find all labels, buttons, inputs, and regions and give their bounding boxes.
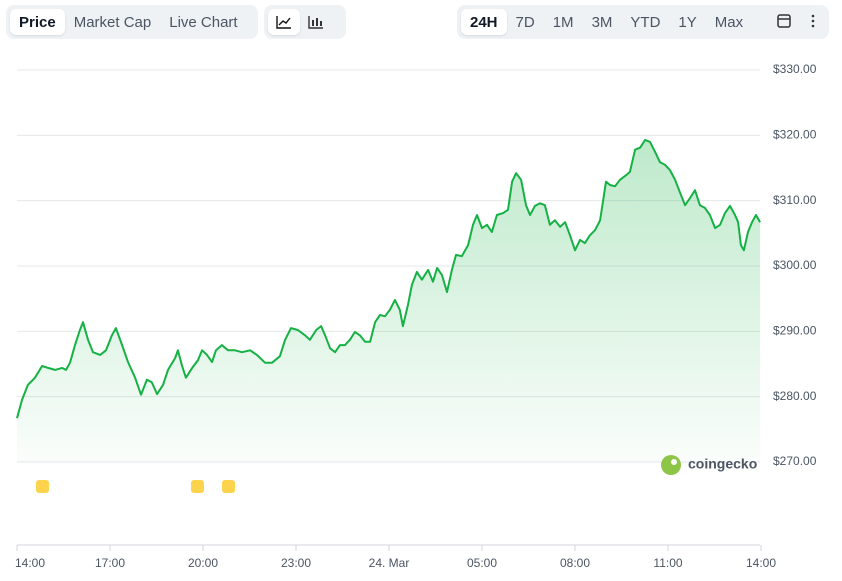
x-tick-label: 14:00: [15, 556, 45, 570]
x-tick-label: 23:00: [281, 556, 311, 570]
candle-view-button[interactable]: [300, 9, 332, 35]
event-marker[interactable]: [191, 480, 204, 493]
range-button[interactable]: YTD: [630, 13, 661, 31]
y-tick-label: $290.00: [773, 324, 817, 338]
range-button[interactable]: 1Y: [678, 13, 697, 31]
event-marker[interactable]: [36, 480, 49, 493]
logo-icon: [661, 455, 681, 475]
tab-button[interactable]: Market Cap: [73, 13, 152, 31]
price-line: [16, 138, 761, 419]
x-tick-label: 24. Mar: [369, 556, 410, 570]
tab-group: Price Market Cap Live Chart: [6, 5, 258, 39]
candle-icon: [308, 16, 323, 29]
y-tick-label: $270.00: [773, 454, 817, 468]
x-tick-label: 08:00: [560, 556, 590, 570]
y-tick-label: $300.00: [773, 258, 817, 272]
logo-eye: [671, 459, 677, 465]
range-button[interactable]: 1M: [552, 13, 574, 31]
y-tick-label: $320.00: [773, 128, 817, 142]
range-button[interactable]: 24H: [461, 9, 507, 35]
line-icon: [276, 16, 291, 29]
event-markers: [36, 480, 235, 493]
chart-style-group: [264, 5, 346, 39]
y-tick-label: $330.00: [773, 62, 817, 76]
line-view-button[interactable]: [268, 9, 300, 35]
tab-button[interactable]: Live Chart: [169, 13, 238, 31]
x-tick-label: 05:00: [467, 556, 497, 570]
y-tick-label: $310.00: [773, 193, 817, 207]
y-tick-label: $280.00: [773, 389, 817, 403]
x-tick-label: 14:00: [746, 556, 776, 570]
x-tick-label: 11:00: [653, 556, 682, 570]
logo-text: coingecko: [688, 456, 757, 472]
range-group: 24H 7D 1M 3M YTD 1Y Max: [457, 5, 829, 39]
range-button[interactable]: 3M: [591, 13, 613, 31]
price-area: [17, 139, 761, 462]
x-tick-label: 17:00: [95, 556, 125, 570]
x-tick-label: 20:00: [188, 556, 218, 570]
range-button[interactable]: 7D: [515, 13, 535, 31]
range-button[interactable]: Max: [714, 13, 744, 31]
tab-button[interactable]: Price: [10, 9, 65, 35]
event-marker[interactable]: [222, 480, 235, 493]
